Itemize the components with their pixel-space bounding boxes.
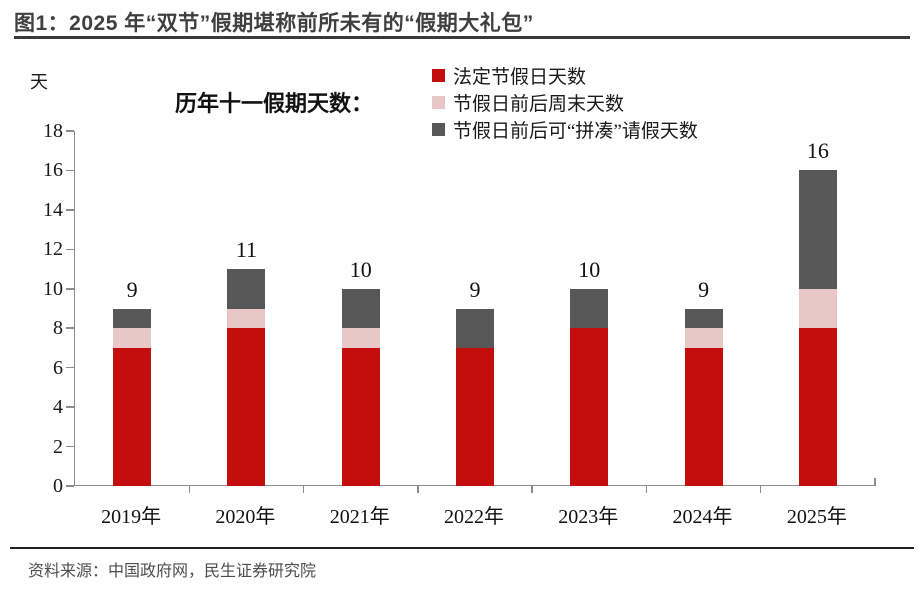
bar-total-label: 16 [806,138,829,164]
x-axis-tick [188,486,191,493]
y-axis-tick [66,366,74,369]
x-axis-labels: 2019年 2020年 2021年 2022年 2023年 2024年 2025年 [74,500,874,529]
bar-total-label: 9 [698,276,710,302]
bar-segment [113,308,152,329]
legend-item-weekend-days: 节假日前后周末天数 [432,89,698,116]
bar-segment [455,347,494,486]
legend-label: 法定节假日天数 [453,67,587,88]
y-tick-label: 6 [53,356,63,379]
legend-swatch-gray-icon [432,123,445,136]
bar-stack [570,288,609,486]
bar-column: 11 [189,131,303,486]
y-tick-label: 2 [53,435,63,458]
legend-swatch-red-icon [432,69,445,82]
x-axis-tick [531,486,533,493]
source-note: 资料来源：中国政府网，民生证券研究院 [28,563,317,580]
bar-segment [113,347,152,486]
figure-title: 图1：2025 年“双节”假期堪称前所未有的“假期大礼包” [14,12,534,35]
y-tick-label: 10 [43,277,63,300]
bar-column: 10 [304,131,418,486]
bar-segment [341,347,380,486]
legend-item-pieced-leave-days: 节假日前后可“拼凑”请假天数 [432,116,698,143]
bar-stack [341,288,380,486]
bar-segment [570,288,609,329]
bar-segment [455,308,494,348]
x-axis-tick [759,486,762,493]
bar-stack [798,170,837,486]
y-axis-tick [66,169,74,172]
legend-label: 节假日前后可“拼凑”请假天数 [453,121,698,142]
y-axis-unit-label: 天 [30,72,48,92]
bar-segment [341,328,380,348]
y-tick-label: 16 [43,159,63,182]
y-axis-tick [66,130,74,132]
x-axis-tick [417,486,419,493]
x-category-label: 2024年 [672,506,733,528]
bar-segment [113,328,152,348]
bar-total-label: 10 [578,256,601,282]
legend: 法定节假日天数 节假日前后周末天数 节假日前后可“拼凑”请假天数 [432,62,698,143]
bar-segment [227,308,266,329]
bar-stack [113,308,152,486]
y-axis-tick [66,327,74,329]
bar-segment [341,288,380,329]
y-axis-tick [66,485,74,487]
bar-column: 10 [532,131,646,486]
x-axis-tick [874,478,876,486]
bar-segment [798,328,837,486]
legend-label: 节假日前后周末天数 [453,94,625,115]
x-category-label: 2023年 [558,506,619,528]
bar-total-label: 9 [126,276,138,302]
bar-segment [227,269,266,309]
bar-column: 9 [75,131,189,486]
bar-segment [684,308,723,329]
bar-total-label: 11 [235,237,258,263]
footer-divider [10,547,914,549]
y-tick-label: 18 [43,120,63,142]
title-divider [14,36,910,39]
y-axis-tick [66,406,74,408]
y-axis-tick [66,248,74,251]
bar-segment [684,347,723,486]
y-axis-tick [66,209,74,211]
bar-column: 16 [761,131,875,486]
y-tick-label: 4 [53,396,63,419]
y-tick-label: 0 [53,475,63,497]
bar-stack [455,308,494,486]
x-category-label: 2021年 [329,506,390,528]
legend-item-legal-holidays: 法定节假日天数 [432,62,698,89]
y-axis-tick [66,288,74,290]
bar-stack [684,308,723,486]
x-category-label: 2020年 [215,506,276,528]
bar-total-label: 10 [349,256,372,282]
x-axis-tick [302,486,305,493]
plot-area: 0 2 4 6 8 10 12 14 16 18 9 11 10 9 10 9 16 [43,120,876,497]
legend-swatch-pink-icon [432,96,445,109]
bar-segment [798,288,837,329]
bar-segment [798,170,837,289]
y-axis-tick [66,445,74,448]
bar-segment [227,328,266,486]
bar-column: 9 [646,131,760,486]
y-tick-label: 12 [43,238,63,261]
bar-segment [684,328,723,348]
bar-column: 9 [418,131,532,486]
x-axis-tick [645,486,648,493]
y-tick-label: 14 [43,198,63,221]
chart-subtitle: 历年十一假期天数： [175,91,374,116]
bar-segment [570,328,609,486]
y-tick-label: 8 [53,317,63,340]
x-category-label: 2019年 [101,506,162,528]
bar-stack [227,269,266,486]
x-category-label: 2025年 [786,506,847,528]
bar-total-label: 9 [469,276,481,302]
x-category-label: 2022年 [443,506,504,528]
